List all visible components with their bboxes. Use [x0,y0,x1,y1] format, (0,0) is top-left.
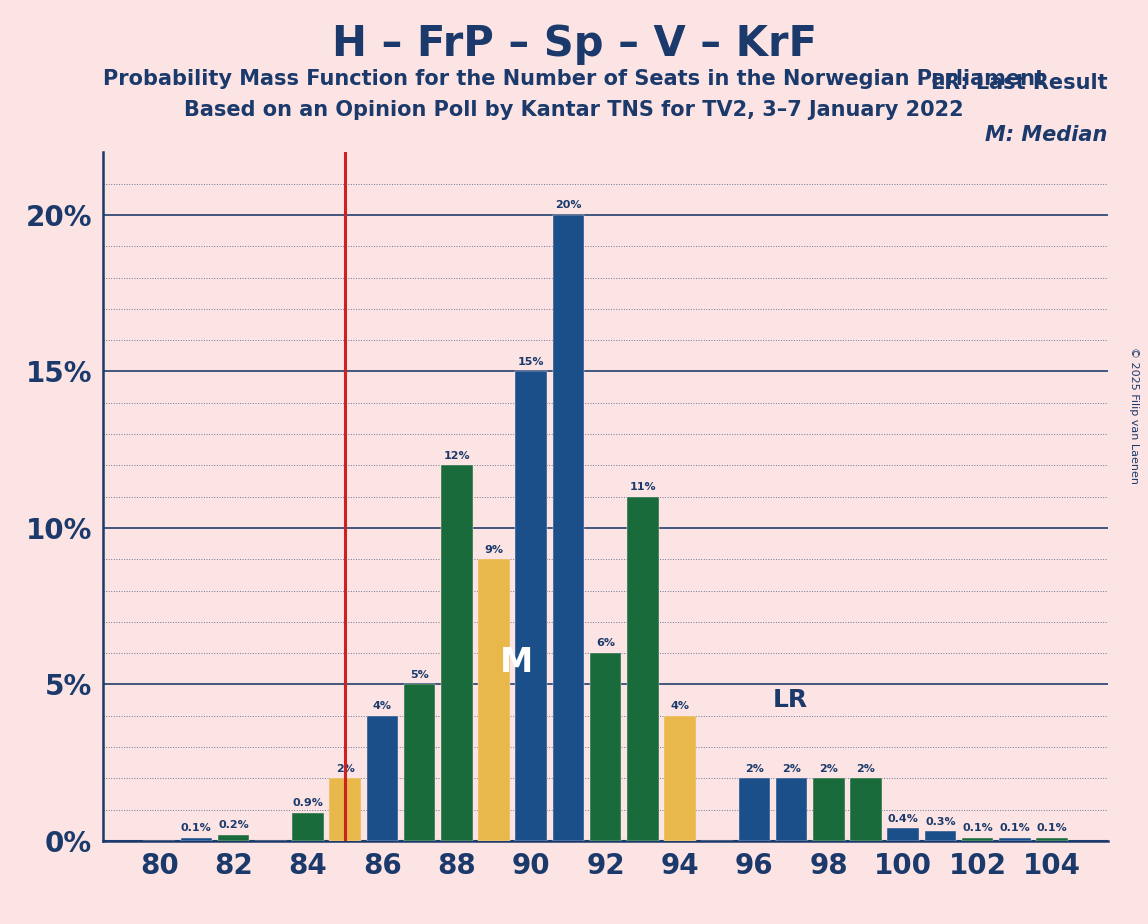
Text: 0.4%: 0.4% [887,814,918,823]
Text: 6%: 6% [596,638,615,649]
Text: 15%: 15% [518,357,544,367]
Bar [962,838,993,841]
Text: 2%: 2% [782,763,801,773]
Bar [813,778,845,841]
Text: M: M [499,646,533,679]
Bar [590,653,621,841]
Text: Based on an Opinion Poll by Kantar TNS for TV2, 3–7 January 2022: Based on an Opinion Poll by Kantar TNS f… [184,100,964,120]
Text: 0.1%: 0.1% [962,823,993,833]
Text: 2%: 2% [856,763,876,773]
Text: 11%: 11% [629,482,657,492]
Text: 9%: 9% [484,544,504,554]
Text: 20%: 20% [556,201,582,211]
Bar [515,371,546,841]
Text: 0.9%: 0.9% [293,798,324,808]
Bar [887,828,920,841]
Bar [292,813,324,841]
Text: 12%: 12% [443,451,470,461]
Text: H – FrP – Sp – V – KrF: H – FrP – Sp – V – KrF [332,23,816,65]
Bar [665,716,696,841]
Bar [180,838,212,841]
Text: 4%: 4% [373,701,391,711]
Bar [738,778,770,841]
Text: LR: LR [773,688,808,712]
Text: M: Median: M: Median [985,125,1108,145]
Text: 5%: 5% [410,670,429,680]
Bar [552,215,584,841]
Bar [366,716,398,841]
Text: 0.1%: 0.1% [181,823,211,833]
Bar [441,466,473,841]
Bar [218,834,249,841]
Bar [329,778,360,841]
Text: 2%: 2% [820,763,838,773]
Bar [627,497,659,841]
Text: LR: Last Result: LR: Last Result [931,73,1108,93]
Text: 4%: 4% [670,701,690,711]
Bar [1037,838,1068,841]
Bar [924,832,956,841]
Bar [776,778,807,841]
Text: 2%: 2% [335,763,355,773]
Text: 2%: 2% [745,763,763,773]
Text: 0.3%: 0.3% [925,817,956,827]
Text: © 2025 Filip van Laenen: © 2025 Filip van Laenen [1130,347,1139,484]
Text: Probability Mass Function for the Number of Seats in the Norwegian Parliament: Probability Mass Function for the Number… [103,69,1045,90]
Bar [404,685,435,841]
Text: 0.2%: 0.2% [218,820,249,830]
Bar [851,778,882,841]
Text: 0.1%: 0.1% [1037,823,1068,833]
Bar [999,838,1031,841]
Text: 0.1%: 0.1% [1000,823,1030,833]
Bar [479,559,510,841]
